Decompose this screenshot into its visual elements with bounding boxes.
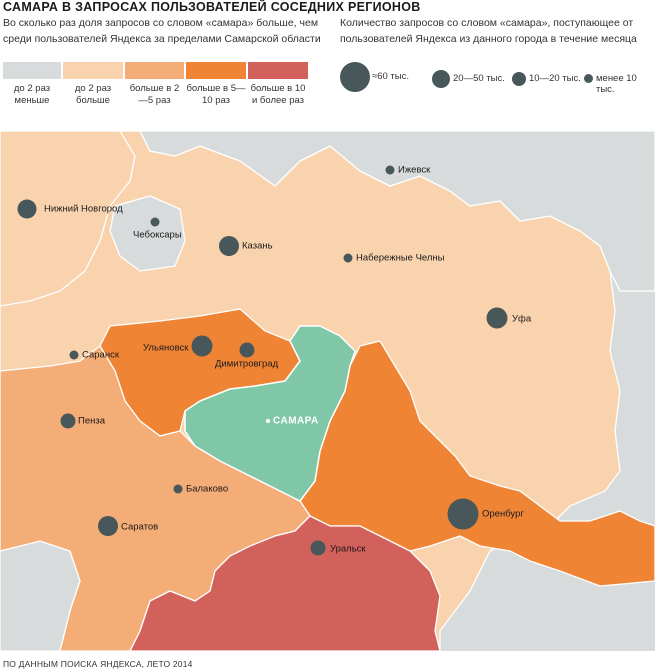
legend-bubble-label-lg: 20—50 тыс. [453, 73, 505, 84]
legend-label-5: больше в 10 и более раз [250, 83, 306, 106]
legend-label-1: до 2 раз меньше [13, 83, 51, 106]
city-dot-balakovo [173, 484, 183, 494]
source-note: ПО ДАННЫМ ПОИСКА ЯНДЕКСА, ЛЕТО 2014 [3, 659, 193, 669]
city-label-naberezhnye-chelny: Набережные Челны [356, 252, 445, 264]
city-label-ufa: Уфа [512, 313, 532, 325]
legend-swatch-4 [186, 62, 246, 79]
city-label-balakovo: Балаково [186, 483, 229, 495]
legend-swatch-5 [248, 62, 308, 79]
city-dot-orenburg [447, 498, 479, 530]
region-nizhny [0, 131, 136, 307]
region-gray-north [0, 131, 655, 292]
map-title: САМАРА В ЗАПРОСАХ ПОЛЬЗОВАТЕЛЕЙ СОСЕДНИХ… [3, 0, 421, 14]
city-label-cheboksary: Чебоксары [133, 229, 182, 241]
legend-swatch-2 [63, 62, 123, 79]
region-gray-chuvash [109, 195, 186, 272]
city-label-saransk: Саранск [82, 349, 119, 361]
city-dot-ulyanovsk [191, 335, 213, 357]
region-samara [184, 325, 356, 502]
city-dot-samara [266, 419, 270, 423]
city-label-saratov: Саратов [121, 521, 159, 533]
city-dot-dimitrovgrad [239, 342, 255, 358]
city-dot-saransk [69, 350, 79, 360]
city-label-kazan: Казань [242, 240, 273, 252]
legend-bubble-lg [432, 70, 450, 88]
city-label-ulyanovsk: Ульяновск [143, 342, 189, 354]
city-label-nizhny-novgorod: Нижний Новгород [44, 203, 123, 215]
region-uralsk [129, 515, 441, 651]
city-dot-nizhny-novgorod [17, 199, 37, 219]
city-dot-uralsk [310, 540, 326, 556]
legend-label-3: больше в 2—5 раз [129, 83, 180, 106]
city-label-izhevsk: Ижевск [398, 164, 431, 176]
legend-label-4: больше в 5—10 раз [186, 83, 246, 106]
legend-left-description: Во сколько раз доля запросов со словом «… [3, 17, 321, 45]
legend-bubble-sm [584, 74, 593, 83]
city-label-samara: САМАРА [273, 415, 319, 427]
map: Ижевск Нижний Новгород Чебоксары Казань … [0, 131, 655, 651]
city-dot-ufa [486, 307, 508, 329]
city-dot-penza [60, 413, 76, 429]
city-dot-naberezhnye-chelny [343, 253, 353, 263]
legend-bubble-xl [340, 62, 370, 92]
legend-label-2: до 2 раз боль­ше [74, 83, 112, 106]
legend-swatch-3 [125, 62, 184, 79]
legend-swatch-1 [3, 62, 61, 79]
city-dot-izhevsk [385, 165, 395, 175]
city-label-penza: Пенза [78, 415, 105, 427]
city-label-uralsk: Уральск [330, 543, 366, 555]
legend-bubble-md [512, 72, 526, 86]
legend-bubble-label-xl: ≈60 тыс. [372, 71, 409, 82]
city-dot-kazan [219, 236, 239, 256]
city-dot-saratov [98, 516, 118, 536]
legend-bubble-label-sm: менее 10 тыс. [596, 73, 637, 95]
city-label-orenburg: Оренбург [482, 508, 524, 520]
city-dot-cheboksary [150, 217, 160, 227]
legend-bubble-label-md: 10—20 тыс. [529, 73, 581, 84]
legend-right-description: Количество запросов со словом «самара», … [340, 17, 637, 45]
city-label-dimitrovgrad: Димитровград [215, 358, 279, 370]
